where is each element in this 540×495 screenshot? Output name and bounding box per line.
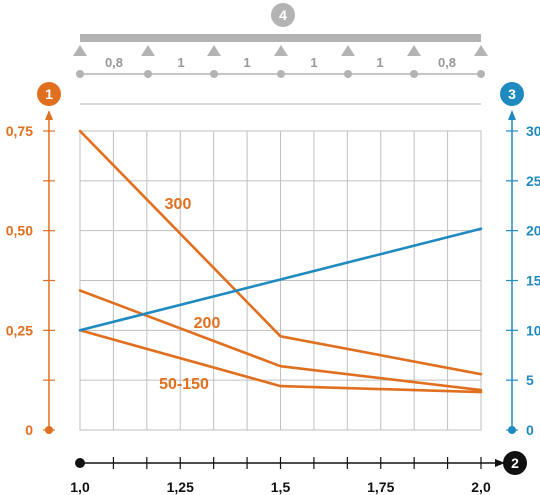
left-axis-tick-label: 0,75 xyxy=(6,123,33,139)
bottom-axis-ticks: 1,0 1,25 1,5 1,75 2,0 xyxy=(70,457,491,495)
right-axis-ticks: 0 5 10 15 20 25 30 xyxy=(506,123,540,438)
support-dot xyxy=(277,70,285,78)
right-axis-arrow xyxy=(508,110,516,120)
right-axis: 0 5 10 15 20 25 30 3 xyxy=(500,82,540,438)
bottom-axis-tick-label: 1,5 xyxy=(271,479,291,495)
bottom-axis-tick-label: 2,0 xyxy=(471,479,491,495)
support-triangle xyxy=(73,45,87,56)
left-axis-tick-label: 0,50 xyxy=(6,223,33,239)
right-axis-marker-circle xyxy=(500,82,524,106)
left-axis-origin-dot xyxy=(45,426,53,434)
left-axis: 0 0,25 0,50 0,75 1 xyxy=(6,82,61,438)
series-line-300 xyxy=(78,129,483,376)
series-label-50-150: 50-150 xyxy=(159,376,209,393)
left-axis-tick-label: 0,25 xyxy=(6,322,33,338)
support-dot xyxy=(410,70,418,78)
series-layer xyxy=(78,129,483,394)
left-axis-marker-label: 1 xyxy=(45,86,53,102)
series-line-right-axis-3 xyxy=(78,227,483,332)
right-axis-tick-label: 10 xyxy=(526,322,540,338)
beam-bar xyxy=(80,34,481,42)
right-axis-origin-dot xyxy=(508,426,516,434)
support-triangle xyxy=(407,45,421,56)
plot-grid xyxy=(79,130,482,431)
beam-diagram: 4 0,8 1 1 1 1 0,8 xyxy=(73,3,488,105)
span-label: 1 xyxy=(177,55,184,70)
support-dot xyxy=(144,70,152,78)
bottom-axis-tick-label: 1,0 xyxy=(70,479,90,495)
bottom-axis-arrow xyxy=(495,459,505,467)
right-axis-tick-label: 25 xyxy=(526,173,540,189)
support-triangle xyxy=(474,45,488,56)
support-triangle xyxy=(341,45,355,56)
support-triangle xyxy=(274,45,288,56)
series-line-200 xyxy=(78,289,483,392)
right-axis-tick-label: 0 xyxy=(526,422,534,438)
left-axis-tick-label: 0 xyxy=(25,422,33,438)
span-label: 1 xyxy=(243,55,250,70)
series-label-300: 300 xyxy=(165,196,192,213)
span-label: 1 xyxy=(376,55,383,70)
bottom-axis-tick-label: 1,75 xyxy=(367,479,394,495)
span-label: 0,8 xyxy=(438,55,456,70)
span-label: 0,8 xyxy=(105,55,123,70)
left-axis-ticks: 0 0,25 0,50 0,75 xyxy=(6,123,55,438)
beam-marker: 4 xyxy=(271,3,295,27)
right-axis-tick-label: 20 xyxy=(526,223,540,239)
support-dot xyxy=(477,70,485,78)
span-label: 1 xyxy=(310,55,317,70)
right-axis-tick-label: 5 xyxy=(526,372,534,388)
left-axis-arrow xyxy=(45,110,53,120)
bottom-axis-tick-label: 1,25 xyxy=(167,479,194,495)
bottom-axis-origin-dot xyxy=(75,458,85,468)
right-axis-tick-label: 15 xyxy=(526,273,540,289)
right-axis-tick-label: 30 xyxy=(526,123,540,139)
left-axis-marker-circle xyxy=(37,82,61,106)
bottom-axis: 1,0 1,25 1,5 1,75 2,0 2 xyxy=(70,451,527,495)
support-dot xyxy=(76,70,84,78)
right-axis-marker-label: 3 xyxy=(508,86,516,102)
beam-marker-circle xyxy=(271,3,295,27)
beam-marker-label: 4 xyxy=(279,7,287,23)
support-dot xyxy=(344,70,352,78)
series-label-200: 200 xyxy=(194,315,221,332)
beam-supports xyxy=(73,45,488,78)
support-dot xyxy=(210,70,218,78)
bottom-axis-marker-label: 2 xyxy=(511,455,519,471)
bottom-axis-marker-circle xyxy=(503,451,527,475)
support-triangle xyxy=(141,45,155,56)
series-line-50-150 xyxy=(78,328,483,394)
support-triangle xyxy=(207,45,221,56)
